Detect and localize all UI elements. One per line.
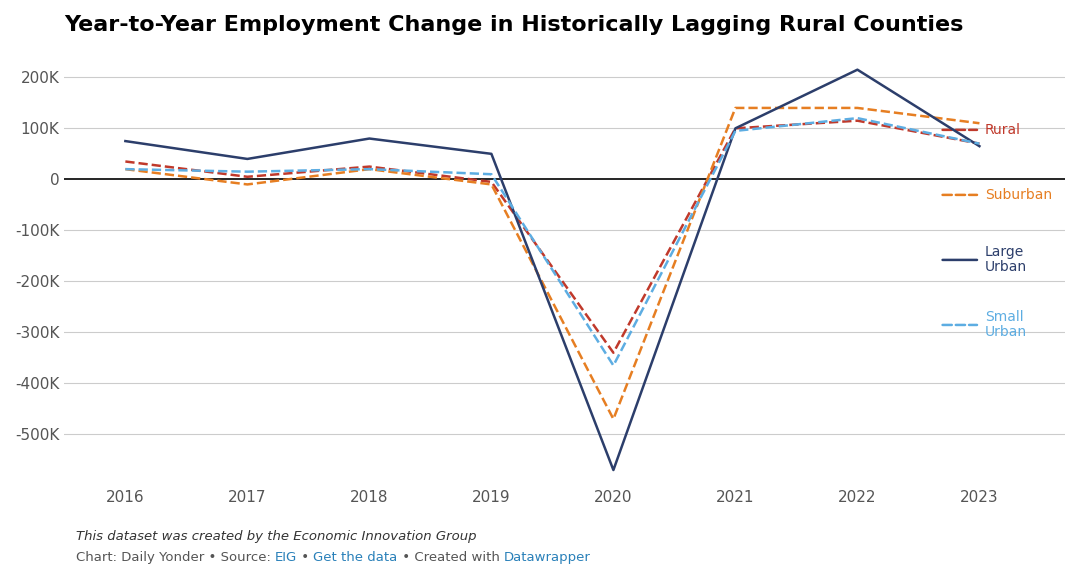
- Text: Suburban: Suburban: [985, 188, 1052, 202]
- Text: Chart: Daily Yonder • Source:: Chart: Daily Yonder • Source:: [76, 551, 274, 564]
- Text: Year-to-Year Employment Change in Historically Lagging Rural Counties: Year-to-Year Employment Change in Histor…: [65, 15, 963, 35]
- Text: Large
Urban: Large Urban: [985, 246, 1027, 275]
- Text: Datawrapper: Datawrapper: [503, 551, 591, 564]
- Text: This dataset was created by the Economic Innovation Group: This dataset was created by the Economic…: [76, 531, 476, 543]
- Text: Get the data: Get the data: [313, 551, 397, 564]
- Text: EIG: EIG: [274, 551, 297, 564]
- Text: Small
Urban: Small Urban: [985, 310, 1027, 339]
- Text: •: •: [297, 551, 313, 564]
- Text: • Created with: • Created with: [397, 551, 503, 564]
- Text: Rural: Rural: [985, 123, 1021, 137]
